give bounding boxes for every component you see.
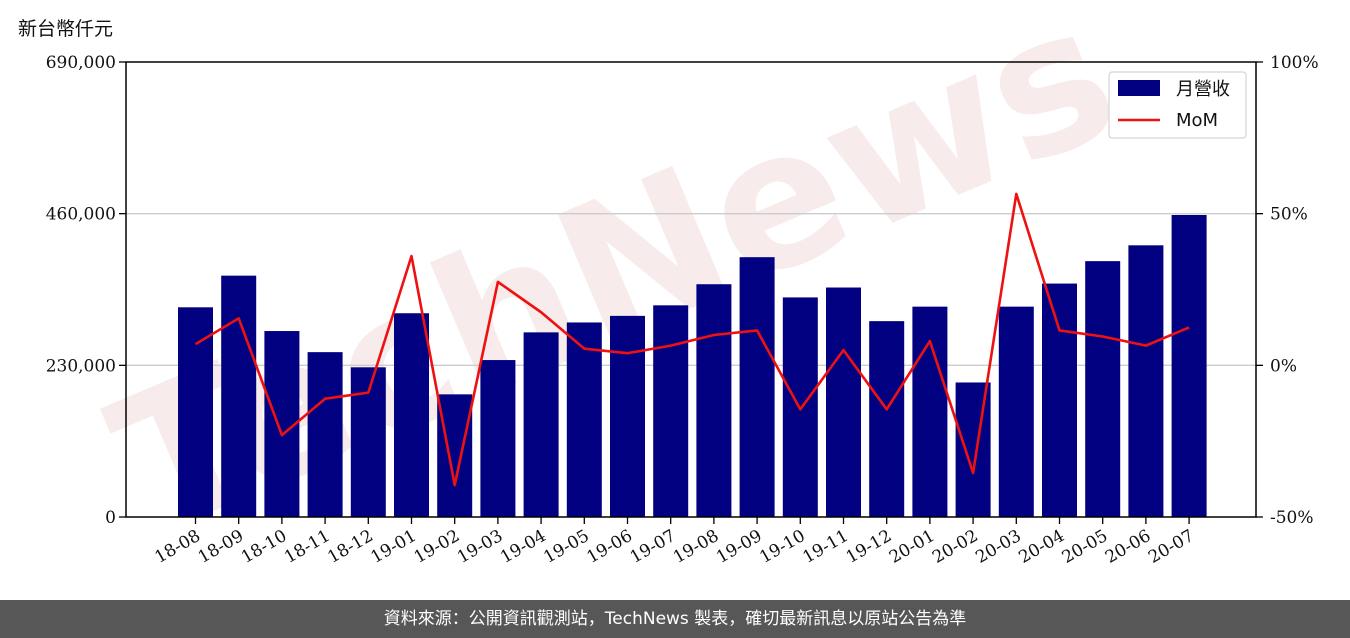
bar [307, 352, 343, 517]
bar [1128, 245, 1164, 517]
y-left-tick-label: 230,000 [46, 356, 116, 376]
x-tick-label: 19-07 [627, 526, 679, 568]
y-right-tick-label: 100% [1270, 53, 1319, 73]
x-tick-label: 19-12 [843, 526, 895, 568]
x-tick-label: 19-01 [368, 526, 420, 568]
x-tick-label: 19-04 [497, 526, 549, 568]
x-tick-label: 20-06 [1102, 526, 1154, 568]
bar [696, 284, 732, 517]
bar [523, 332, 559, 517]
bar [221, 275, 257, 517]
mom-line-series [194, 192, 1190, 487]
bar-series [178, 214, 1207, 517]
x-tick-label: 19-02 [411, 526, 463, 568]
x-tick-label: 18-11 [281, 526, 333, 568]
x-tick-label: 18-12 [324, 526, 376, 568]
x-tick-label: 19-11 [800, 526, 852, 568]
source-footer: 資料來源：公開資訊觀測站，TechNews 製表，確切最新訊息以原站公告為準 [0, 600, 1350, 638]
bar [1042, 283, 1077, 517]
mom-line [194, 192, 1190, 487]
bar [178, 307, 213, 517]
bar [912, 306, 948, 517]
legend: 月營收 MoM [1108, 71, 1247, 139]
bar [566, 322, 602, 517]
x-tick-label: 20-03 [972, 526, 1024, 568]
bar [826, 287, 861, 517]
bar [1171, 214, 1207, 517]
x-tick-label: 20-01 [886, 526, 938, 568]
bar [739, 257, 775, 517]
x-tick-label: 20-05 [1059, 526, 1111, 568]
legend-label-line: MoM [1176, 110, 1218, 131]
bar [653, 305, 689, 517]
x-tick-label: 19-03 [454, 526, 506, 568]
y-left-tick-label: 460,000 [46, 205, 116, 225]
revenue-chart: TechNews 0230,000460,000690,000-50%0%50%… [46, 0, 1319, 578]
plot-frame [125, 61, 1257, 518]
x-tick-label: 20-02 [929, 526, 981, 568]
bar [437, 394, 473, 517]
legend-swatch-bar [1118, 80, 1160, 96]
y-axis-unit-label: 新台幣仟元 [18, 18, 114, 40]
footer-text: 資料來源：公開資訊觀測站，TechNews 製表，確切最新訊息以原站公告為準 [383, 609, 967, 629]
bar [610, 315, 645, 517]
y-left-tick-label: 690,000 [46, 53, 116, 73]
x-tick-label: 19-09 [713, 526, 765, 568]
y-right-tick-label: 0% [1270, 356, 1297, 376]
chart-area: 新台幣仟元 TechNews 0 230,000 460,000 690,000 -50… [18, 0, 1319, 578]
y-right-tick-label: 50% [1270, 205, 1308, 225]
bar [1085, 261, 1121, 517]
bar [998, 306, 1034, 517]
x-tick-label: 19-06 [584, 526, 636, 568]
x-tick-label: 19-05 [540, 526, 592, 568]
x-tick-label: 20-04 [1016, 526, 1068, 568]
bar [955, 382, 991, 517]
y-left-tick-label: 0 [105, 508, 116, 528]
y-right-tick-label: -50% [1270, 508, 1314, 528]
bar [394, 313, 429, 517]
bar [869, 321, 905, 517]
x-tick-label: 20-07 [1145, 526, 1197, 568]
legend-label-bar: 月營收 [1176, 79, 1230, 100]
bar [480, 360, 516, 517]
x-tick-label: 19-08 [670, 526, 722, 568]
x-tick-label: 19-10 [756, 526, 808, 568]
